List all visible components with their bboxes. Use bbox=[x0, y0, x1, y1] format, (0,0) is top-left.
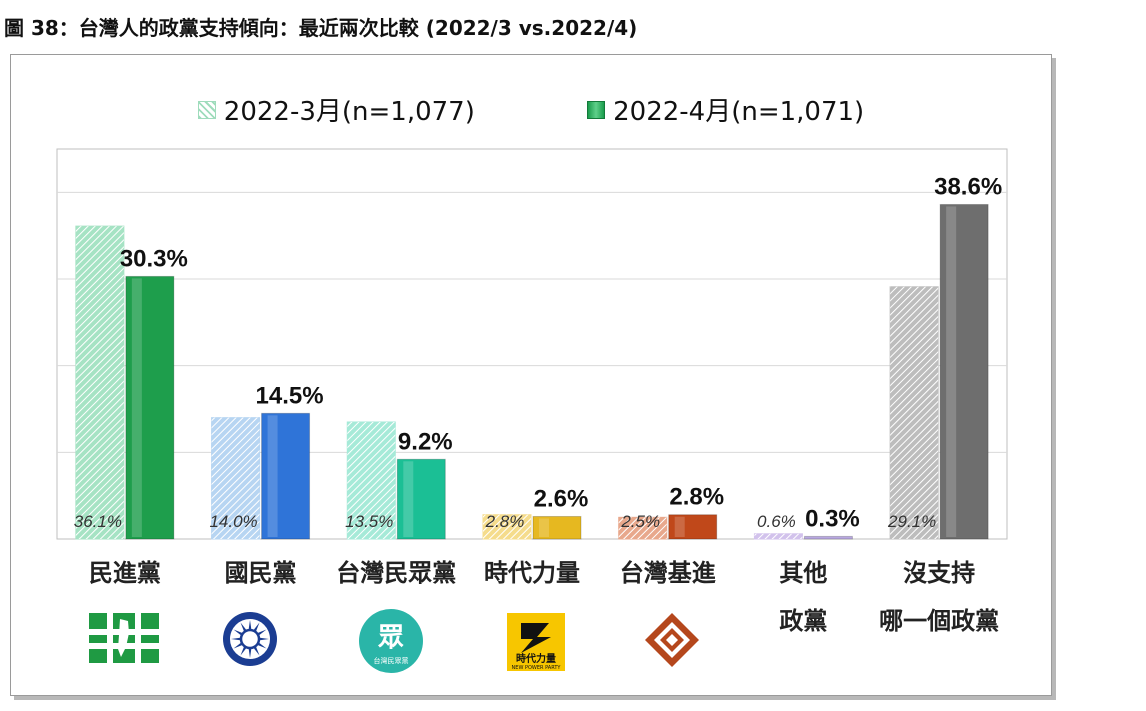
kmt-ray bbox=[259, 637, 269, 641]
bar-prev-hatch bbox=[754, 533, 803, 539]
legend-item-prev: 2022-3月(n=1,077) bbox=[197, 91, 475, 128]
category-label: 國民黨 bbox=[186, 549, 336, 597]
bar-curr-sheen bbox=[403, 461, 414, 537]
tpp-logo-text: 眾 bbox=[377, 623, 404, 653]
kmt-ray bbox=[231, 637, 241, 641]
data-label-curr: 2.6% bbox=[534, 485, 589, 512]
category-label-line: 台灣民眾黨 bbox=[336, 559, 457, 587]
data-label-curr: 0.3% bbox=[805, 505, 860, 532]
tpp-logo-subtext: 台灣民眾黨 bbox=[374, 656, 409, 665]
bar-curr bbox=[668, 514, 718, 540]
dpp-logo-icon bbox=[89, 613, 159, 663]
data-label-curr: 2.8% bbox=[669, 484, 724, 511]
bar-curr-sheen bbox=[539, 518, 549, 537]
bar-curr-sheen bbox=[131, 278, 142, 537]
bar-chart: 36.1% 30.3% 14.0% 14.5% 13.5% 9.2% 2.8% 2.6% 2.5… bbox=[56, 148, 1008, 540]
tsp-logo-icon bbox=[645, 613, 699, 667]
category-label-line: 時代力量 bbox=[484, 559, 580, 587]
data-label-curr: 30.3% bbox=[120, 245, 188, 272]
category-label-line: 哪一個政黨 bbox=[879, 607, 1000, 635]
kmt-ray bbox=[253, 622, 260, 632]
npp-logo-subtext: NEW POWER PARTY bbox=[512, 665, 562, 671]
category-label-line: 國民黨 bbox=[224, 559, 297, 587]
data-label-prev: 36.1% bbox=[74, 512, 122, 531]
legend-item-curr: 2022-4月(n=1,071) bbox=[587, 91, 864, 128]
bar-prev-hatch bbox=[347, 422, 396, 539]
figure-title: 圖 38：台灣人的政黨支持傾向：最近兩次比較 (2022/3 vs.2022/4… bbox=[4, 16, 638, 40]
category-label-line: 政黨 bbox=[779, 607, 828, 635]
data-labels: 36.1% 30.3% 14.0% 14.5% 13.5% 9.2% 2.8% 2.6% 2.5… bbox=[74, 173, 1002, 532]
kmt-ray bbox=[248, 648, 252, 658]
bar-prev-hatch bbox=[483, 514, 531, 539]
data-label-curr: 9.2% bbox=[398, 428, 453, 455]
bar-curr bbox=[532, 515, 582, 540]
bar-curr-sheen bbox=[674, 516, 685, 537]
legend-label-curr: 2022-4月(n=1,071) bbox=[613, 97, 865, 127]
bar-curr bbox=[125, 275, 175, 540]
category-label: 時代力量 bbox=[457, 549, 607, 597]
kmt-ray bbox=[253, 646, 260, 656]
bars bbox=[75, 203, 989, 540]
kmt-ray bbox=[240, 646, 247, 656]
bar-curr bbox=[939, 203, 989, 540]
data-label-prev: 0.6% bbox=[757, 512, 796, 531]
kmt-ray bbox=[233, 629, 243, 636]
npp-logo-text: 時代力量 bbox=[516, 652, 556, 665]
category-label-line: 民進黨 bbox=[88, 559, 161, 587]
tpp-logo-icon: 眾 台灣民眾黨 bbox=[359, 609, 423, 673]
category-label: 其他 政黨 bbox=[728, 549, 878, 645]
kmt-ray bbox=[257, 629, 267, 636]
data-label-prev: 2.8% bbox=[485, 512, 525, 531]
data-label-prev: 2.5% bbox=[620, 512, 660, 531]
bar-curr bbox=[396, 458, 446, 540]
bar-prev-hatch bbox=[211, 417, 260, 539]
bar-curr-sheen bbox=[267, 415, 278, 537]
data-label-curr: 38.6% bbox=[934, 173, 1002, 200]
category-label: 沒支持 哪一個政黨 bbox=[864, 549, 1014, 645]
category-label-line: 沒支持 bbox=[903, 559, 976, 587]
data-label-prev: 13.5% bbox=[345, 512, 393, 531]
bar-prev-hatch bbox=[75, 226, 124, 539]
npp-logo-icon: 時代力量 NEW POWER PARTY bbox=[507, 613, 565, 671]
bar-curr bbox=[261, 412, 311, 540]
bar-curr-sheen bbox=[946, 206, 957, 537]
bar-curr bbox=[803, 535, 853, 540]
category-label-line: 台灣基進 bbox=[619, 559, 716, 587]
kmt-ray bbox=[257, 642, 267, 649]
chart-frame: 2022-3月(n=1,077) 2022-4月(n=1,071) 36.1% 3… bbox=[10, 54, 1052, 696]
kmt-ray bbox=[233, 642, 243, 649]
kmt-ray bbox=[240, 622, 247, 632]
category-label-line: 其他 bbox=[779, 559, 828, 587]
legend-swatch-curr bbox=[587, 100, 606, 119]
category-label: 民進黨 bbox=[50, 549, 200, 597]
legend-label-prev: 2022-3月(n=1,077) bbox=[223, 97, 475, 127]
category-label: 台灣基進 bbox=[593, 549, 743, 597]
data-label-prev: 29.1% bbox=[887, 512, 936, 531]
kmt-logo-icon bbox=[223, 612, 277, 666]
data-label-prev: 14.0% bbox=[209, 512, 257, 531]
bar-prev-hatch bbox=[618, 517, 667, 539]
bar-prev-hatch bbox=[890, 286, 939, 539]
legend: 2022-3月(n=1,077) 2022-4月(n=1,071) bbox=[11, 91, 1051, 128]
kmt-ray bbox=[248, 620, 252, 630]
legend-swatch-prev bbox=[197, 100, 216, 119]
data-label-curr: 14.5% bbox=[256, 382, 324, 409]
plot-area bbox=[56, 148, 1008, 540]
category-label: 台灣民眾黨 bbox=[321, 549, 471, 597]
